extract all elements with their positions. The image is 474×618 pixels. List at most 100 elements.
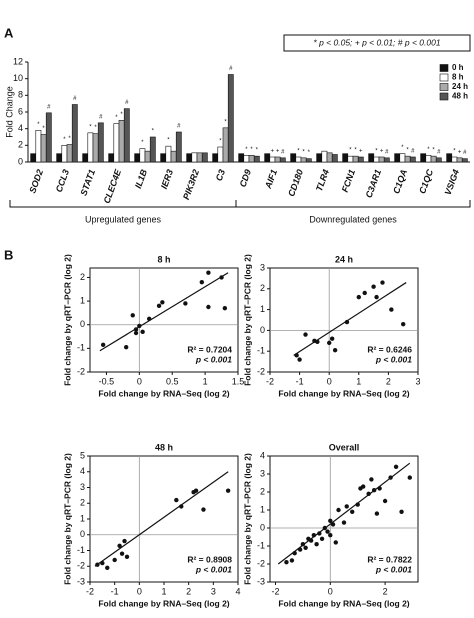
bar (446, 153, 453, 163)
point (147, 316, 152, 322)
x-tick-label: 0 (328, 586, 333, 596)
point (399, 509, 404, 514)
bar (430, 155, 437, 163)
r-squared: R² = 0.7204 (187, 344, 232, 354)
significance-marker: + (458, 149, 462, 155)
y-axis-label: Fold change by qRT–PCR (log 2) (62, 453, 72, 585)
y-tick-label: -1 (77, 343, 85, 353)
y-tick-label: 8 (18, 90, 23, 100)
significance-marker: * (401, 145, 404, 151)
x-tick-label: -1 (111, 586, 119, 596)
point (382, 498, 388, 504)
bar (45, 112, 52, 163)
y-tick-label: 12 (13, 56, 23, 66)
x-tick-label: 0 (137, 376, 142, 386)
point (179, 504, 184, 509)
chart-title: 24 h (335, 254, 353, 264)
x-tick-label: -2 (271, 586, 279, 596)
point (371, 284, 376, 289)
significance-marker: + (380, 149, 384, 155)
point (388, 475, 393, 480)
legend-swatch (439, 64, 449, 72)
significance-legend: * p < 0.05; + p < 0.01; # p < 0.001 (313, 37, 440, 47)
point (311, 533, 317, 538)
bar (399, 153, 406, 163)
bar (461, 158, 468, 163)
x-tick-label: C1QA (391, 168, 409, 195)
y-axis-label: Fold change by qRT–PCR (log 2) (242, 453, 252, 585)
x-tick-label: 2 (386, 376, 391, 386)
bar (170, 150, 177, 163)
significance-marker: * (349, 148, 352, 154)
y-tick-label: 3 (260, 262, 265, 272)
bar (357, 156, 364, 163)
point (303, 332, 308, 337)
bar (97, 122, 104, 163)
x-tick-label: 0 (327, 376, 332, 386)
x-tick-label: STAT1 (78, 168, 97, 197)
bar (435, 157, 442, 163)
r-squared: R² = 0.6246 (367, 344, 412, 354)
x-tick-label: PIK3R2 (181, 168, 201, 201)
y-tick-label: 0 (18, 156, 23, 166)
legend-swatch (439, 73, 449, 82)
significance-marker: * (141, 140, 144, 146)
point (327, 340, 332, 346)
point (401, 321, 406, 327)
x-axis-label: Fold change by RNA–Seq (log 2) (278, 388, 409, 398)
significance-marker: * (354, 148, 357, 154)
bar (456, 157, 463, 163)
significance-marker: * (37, 122, 40, 128)
significance-marker: * (152, 129, 155, 135)
point (119, 551, 125, 556)
group-bracket (9, 200, 237, 208)
y-tick-label: 3 (260, 468, 265, 478)
x-tick-label: C3 (214, 168, 227, 182)
x-tick-label: IER3 (159, 168, 175, 190)
point (371, 488, 377, 493)
point (124, 554, 130, 559)
bar (300, 157, 307, 163)
x-tick-label: VSIG4 (443, 168, 461, 196)
point (289, 558, 295, 563)
bar (420, 153, 427, 163)
point (294, 353, 299, 358)
point (174, 497, 179, 503)
y-tick-label: -2 (77, 366, 85, 376)
point (330, 522, 336, 527)
bar (108, 153, 115, 163)
point (137, 323, 142, 329)
significance-marker: * (453, 149, 456, 155)
bar (87, 132, 94, 163)
bar (373, 156, 380, 163)
x-tick-label: -1 (296, 376, 304, 386)
bar (149, 136, 156, 163)
fit-line (277, 462, 411, 565)
y-tick-label: 2 (18, 140, 23, 150)
r-squared: R² = 0.8908 (187, 554, 232, 564)
bar (175, 131, 182, 163)
y-tick-label: -1 (257, 540, 265, 550)
y-tick-label: 2 (80, 272, 85, 282)
fit-line (99, 272, 229, 352)
y-tick-label: 10 (13, 73, 23, 83)
significance-marker: * (219, 139, 222, 145)
point (160, 300, 165, 305)
bar (295, 156, 302, 163)
x-tick-label: -0.5 (99, 376, 115, 386)
significance-marker: * (256, 148, 259, 154)
plot-frame (269, 455, 419, 583)
bar (165, 145, 172, 163)
significance-marker: # (385, 149, 389, 155)
significance-marker: * (89, 124, 92, 130)
point (133, 330, 139, 336)
legend-swatch (439, 83, 449, 91)
bar (196, 152, 203, 163)
point (333, 540, 338, 545)
bar (394, 153, 401, 163)
bar (347, 155, 354, 163)
y-tick-label: -3 (77, 576, 85, 586)
significance-marker: * (63, 137, 66, 143)
x-tick-label: CD180 (286, 168, 305, 198)
point (112, 557, 117, 563)
